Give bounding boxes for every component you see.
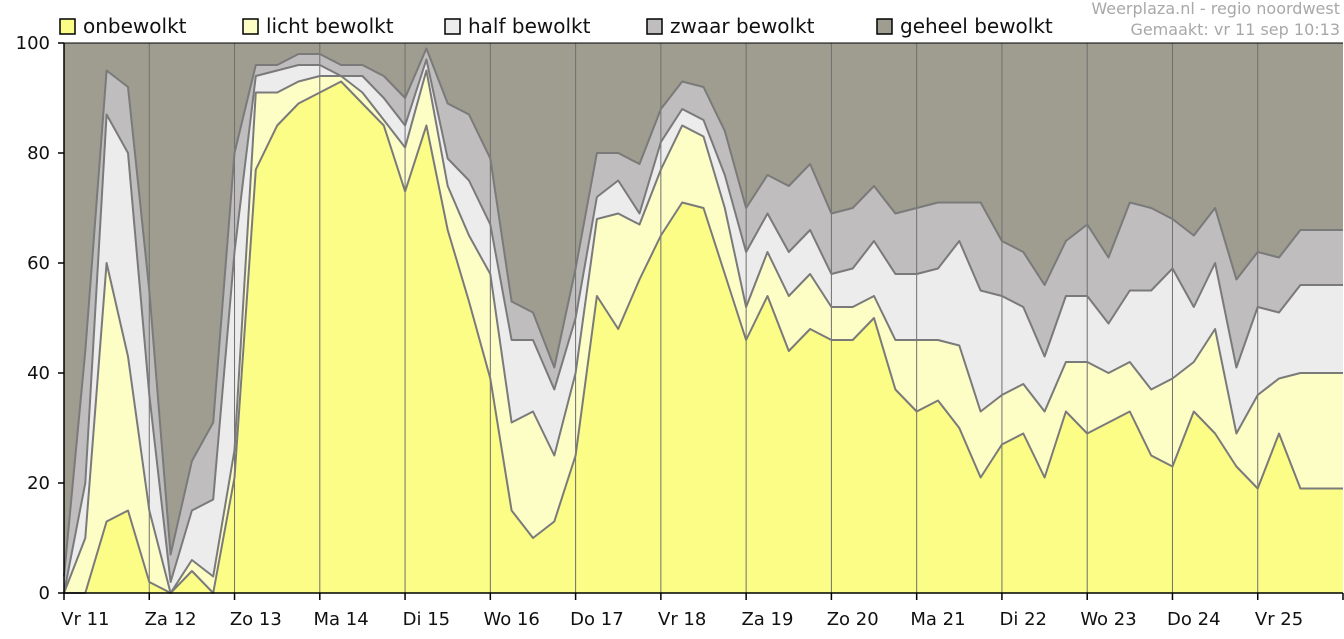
x-tick-label: Ma 21 [910,609,965,630]
legend-label-onbewolkt: onbewolkt [83,14,187,38]
legend-label-licht-bewolkt: licht bewolkt [266,14,394,38]
legend-label-zwaar-bewolkt: zwaar bewolkt [670,14,815,38]
x-tick-label: Vr 18 [658,609,706,630]
legend-swatch-zwaar-bewolkt [646,18,663,35]
x-tick-label: Zo 13 [230,609,282,630]
legend-swatch-half-bewolkt [444,18,461,35]
y-tick-label-20: 20 [27,473,50,494]
y-tick-label-0: 0 [39,583,50,604]
y-tick-label-60: 60 [27,253,50,274]
series-line-half-bewolkt [63,58,1343,594]
legend-swatch-licht-bewolkt [242,18,259,35]
x-tick-label: Za 19 [741,609,793,630]
legend-label-geheel-bewolkt: geheel bewolkt [900,14,1053,38]
series-line-onbewolkt [64,80,1343,594]
y-tick-label-40: 40 [27,363,50,384]
series-outline-layer [63,47,1343,594]
x-tick-label: Ma 14 [314,609,369,630]
made-timestamp: Gemaakt: vr 11 sep 10:13 [1130,20,1340,39]
legend-label-half-bewolkt: half bewolkt [468,14,591,38]
axes-layer: 0 20 40 60 80 100 Vr 11 Za 12 Zo 13 Ma 14 Di 15 Wo … [16,33,1344,630]
area-onbewolkt [64,81,1343,593]
y-tick-label-80: 80 [27,143,50,164]
x-tick-label: Wo 23 [1080,609,1136,630]
x-tick-label: Do 17 [570,609,624,630]
series-line-licht-bewolkt [63,69,1343,594]
x-tick-label: Wo 16 [483,609,539,630]
x-tick-label: Di 15 [403,609,451,630]
legend-swatch-onbewolkt [59,18,76,35]
x-tick-label: Vr 11 [61,609,109,630]
x-tick-label: Vr 25 [1255,609,1303,630]
source-label: Weerplaza.nl - regio noordwest [1091,0,1340,18]
y-tick-label-100: 100 [16,33,50,54]
area-layer [64,43,1343,593]
series-line-zwaar-bewolkt [63,47,1343,577]
legend-swatch-geheel-bewolkt [876,18,893,35]
x-tick-label: Do 24 [1167,609,1221,630]
x-tick-label: Zo 20 [827,609,879,630]
legend: onbewolkt licht bewolkt half bewolkt zwaar … [59,14,1053,38]
x-tick-label: Za 12 [145,609,197,630]
x-tick-label: Di 22 [1000,609,1048,630]
